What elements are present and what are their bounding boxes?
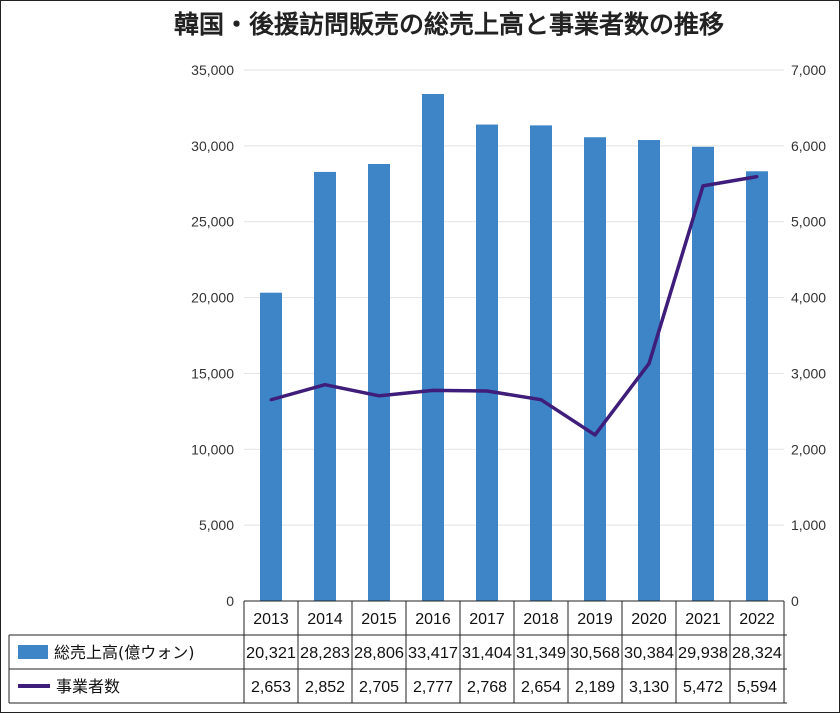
line-point	[755, 175, 759, 179]
bar	[530, 125, 552, 602]
data-table: 2013 2014 2015 2016 2017 2018 2019 2020 2021 2022…	[8, 600, 787, 704]
left-tick-label: 10,000	[191, 441, 234, 457]
table-value-sales: 29,938	[678, 645, 728, 662]
category-label: 2017	[469, 611, 505, 628]
legend-swatch-bar	[18, 645, 48, 659]
right-tick-label: 3,000	[791, 365, 826, 381]
table-value-sales: 28,283	[300, 645, 350, 662]
right-tick-label: 0	[791, 593, 799, 609]
line-point	[647, 362, 651, 366]
category-label: 2013	[253, 611, 289, 628]
table-value-sales: 28,324	[732, 645, 782, 662]
bar	[638, 140, 660, 601]
table-value-sales: 30,384	[624, 645, 674, 662]
table-value-sales: 28,806	[354, 645, 404, 662]
table-value-count: 2,189	[575, 679, 615, 696]
bar	[422, 94, 444, 602]
table-value-count: 5,472	[683, 679, 723, 696]
left-axis: 0 5,000 10,000 15,000 20,000 25,000 30,000 35,0…	[191, 62, 234, 609]
category-label: 2014	[307, 611, 343, 628]
category-label: 2018	[523, 611, 559, 628]
line-point	[377, 394, 381, 398]
left-tick-label: 0	[226, 593, 234, 609]
bar	[476, 124, 498, 601]
line-point	[701, 184, 705, 188]
line-point	[593, 433, 597, 437]
category-label: 2020	[631, 611, 667, 628]
bar	[260, 292, 282, 601]
line-point	[323, 383, 327, 387]
series-line	[270, 174, 758, 437]
line-point	[269, 398, 273, 402]
table-value-sales: 31,349	[516, 645, 566, 662]
legend-label-bar: 総売上高(億ウォン)	[54, 643, 195, 662]
table-value-count: 3,130	[629, 679, 669, 696]
right-tick-label: 5,000	[791, 214, 826, 230]
category-label: 2016	[415, 611, 451, 628]
table-value-count: 2,654	[521, 679, 561, 696]
right-tick-label: 6,000	[791, 138, 826, 154]
category-label: 2015	[361, 611, 397, 628]
bar-series	[260, 94, 768, 602]
category-label: 2021	[685, 611, 721, 628]
left-tick-label: 25,000	[191, 214, 234, 230]
table-value-count: 2,653	[251, 679, 291, 696]
chart-title: 韓国・後援訪問販売の総売上高と事業者数の推移	[174, 10, 724, 39]
table-value-count: 5,594	[737, 679, 777, 696]
right-axis: 0 1,000 2,000 3,000 4,000 5,000 6,000 7,000	[791, 62, 826, 609]
legend-label-line: 事業者数	[56, 677, 120, 696]
left-tick-label: 20,000	[191, 290, 234, 306]
table-value-count: 2,852	[305, 679, 345, 696]
line-series	[269, 174, 759, 437]
table-value-count: 2,768	[467, 679, 507, 696]
left-tick-label: 15,000	[191, 365, 234, 381]
right-tick-label: 2,000	[791, 441, 826, 457]
table-value-sales: 30,568	[570, 645, 620, 662]
bar	[692, 146, 714, 601]
category-label: 2022	[739, 611, 775, 628]
line-point	[431, 388, 435, 392]
line-point	[485, 389, 489, 393]
line-point	[539, 398, 543, 402]
table-value-count: 2,777	[413, 679, 453, 696]
left-tick-label: 30,000	[191, 138, 234, 154]
bar	[368, 163, 390, 601]
left-tick-label: 5,000	[199, 517, 234, 533]
table-value-sales: 31,404	[462, 645, 512, 662]
right-tick-label: 7,000	[791, 62, 826, 78]
table-value-sales: 20,321	[246, 645, 296, 662]
bar	[746, 171, 768, 601]
table-value-count: 2,705	[359, 679, 399, 696]
bar	[584, 137, 606, 601]
table-value-sales: 33,417	[408, 645, 458, 662]
category-label: 2019	[577, 611, 613, 628]
right-tick-label: 4,000	[791, 290, 826, 306]
right-tick-label: 1,000	[791, 517, 826, 533]
left-tick-label: 35,000	[191, 62, 234, 78]
